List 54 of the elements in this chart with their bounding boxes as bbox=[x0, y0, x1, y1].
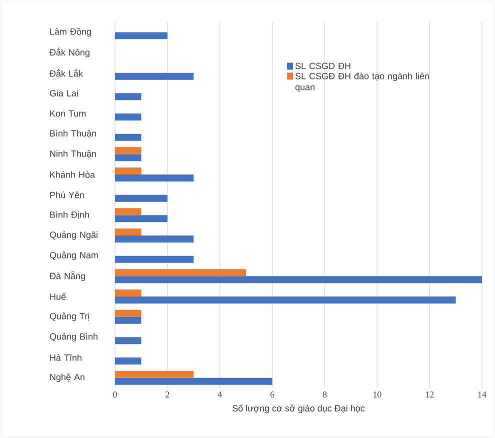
y-tick-label: Huế bbox=[50, 292, 66, 300]
y-tick-label: Hà Tĩnh bbox=[50, 354, 82, 361]
x-tick-label: 8 bbox=[322, 392, 327, 398]
x-tick-label: 12 bbox=[426, 392, 434, 398]
bar bbox=[115, 228, 142, 236]
x-tick-label: 10 bbox=[373, 392, 382, 398]
y-tick-label: Quảng Bình bbox=[50, 332, 98, 342]
y-tick-label: Đà Nẵng bbox=[50, 271, 85, 281]
bar bbox=[115, 174, 194, 182]
y-tick-label: Kon Tum bbox=[50, 110, 86, 117]
x-tick-label: 2 bbox=[166, 392, 170, 398]
bar bbox=[115, 269, 246, 276]
y-tick-label: Quảng Trị bbox=[50, 312, 90, 322]
y-tick-label: Quảng Ngãi bbox=[50, 231, 98, 240]
y-tick-label: Bình Định bbox=[50, 211, 89, 220]
bar bbox=[115, 316, 142, 324]
bar bbox=[115, 154, 142, 162]
y-tick-label: Khánh Hòa bbox=[50, 171, 95, 178]
bar bbox=[115, 289, 142, 296]
bar bbox=[115, 134, 142, 141]
bar bbox=[115, 370, 194, 378]
bar bbox=[115, 296, 456, 304]
bar bbox=[115, 310, 142, 317]
bar bbox=[115, 72, 194, 80]
bar bbox=[115, 194, 168, 202]
bar bbox=[115, 93, 142, 100]
bar bbox=[115, 357, 142, 364]
bar bbox=[115, 32, 168, 40]
bar bbox=[115, 147, 142, 154]
y-tick-label: Phú Yên bbox=[50, 191, 84, 198]
bar bbox=[115, 276, 482, 284]
y-tick-label: Đắk Nông bbox=[50, 48, 90, 58]
legend-label: SL CSGD ĐH bbox=[295, 62, 350, 70]
bar bbox=[115, 337, 142, 344]
bar bbox=[115, 235, 194, 242]
x-tick-label: 6 bbox=[270, 392, 274, 398]
y-tick-label: Lâm Đồng bbox=[50, 28, 91, 37]
y-tick-label: Gia Lai bbox=[50, 90, 78, 96]
x-axis-title: Số lượng cơ sở giáo dục Đại học bbox=[232, 404, 365, 414]
legend-label: SL CSGĐ ĐH đào tạo ngành liên quan bbox=[295, 72, 429, 92]
bar bbox=[115, 256, 194, 263]
y-tick-label: Bình Thuận bbox=[50, 130, 96, 138]
y-tick-label: Nghệ An bbox=[50, 374, 84, 382]
y-tick-label: Quảng Nam bbox=[50, 252, 98, 260]
x-tick-label: 14 bbox=[478, 392, 486, 398]
bar bbox=[115, 167, 142, 174]
bar bbox=[115, 215, 168, 222]
y-tick-label: Đắk Lắk bbox=[50, 68, 83, 77]
bar bbox=[115, 113, 142, 120]
x-tick-label: 4 bbox=[218, 392, 222, 398]
bar bbox=[115, 378, 272, 385]
x-tick-label: 0 bbox=[113, 392, 117, 398]
bar bbox=[115, 208, 142, 216]
y-tick-label: Ninh Thuận bbox=[50, 150, 96, 158]
